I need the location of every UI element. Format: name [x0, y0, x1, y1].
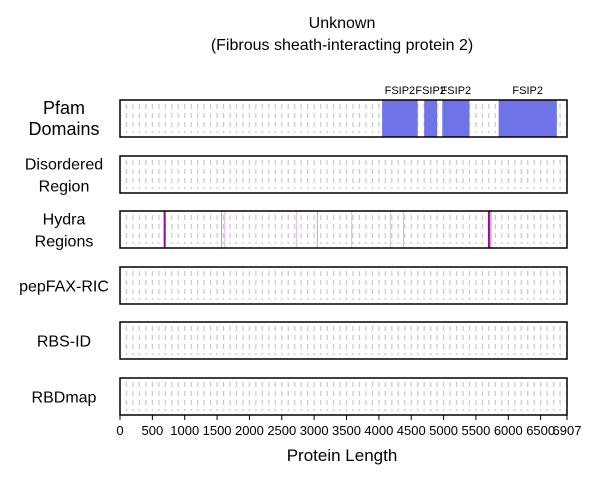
pfam-domain-block	[382, 100, 418, 137]
x-tick-label: 5500	[461, 423, 490, 438]
track-frame	[119, 377, 568, 416]
track-label: Hydra	[43, 212, 86, 229]
x-tick-label: 5000	[429, 423, 458, 438]
x-tick-label: 3000	[300, 423, 329, 438]
x-axis-label: Protein Length	[287, 446, 398, 465]
track-frame	[119, 321, 568, 360]
track-frame	[119, 266, 568, 305]
track-label: pepFAX-RIC	[19, 279, 109, 296]
x-tick-label: 500	[142, 423, 164, 438]
x-tick-label: 4500	[397, 423, 426, 438]
x-tick-label: 0	[116, 423, 123, 438]
track-rbsid: RBS-ID	[37, 321, 568, 360]
x-tick-label: 3500	[332, 423, 361, 438]
x-tick-label: 6907	[553, 423, 582, 438]
x-tick-label: 2500	[267, 423, 296, 438]
x-tick-label: 4000	[364, 423, 393, 438]
pfam-domain-block	[442, 100, 470, 137]
track-label: Disordered	[25, 157, 103, 174]
chart-title-line2: (Fibrous sheath-interacting protein 2)	[211, 37, 473, 54]
pfam-domain-block	[424, 100, 438, 137]
track-frame	[119, 155, 568, 194]
track-label: Regions	[35, 234, 94, 251]
track-hydra: Hydra Regions	[35, 210, 568, 251]
track-frame	[119, 99, 568, 138]
x-tick-label: 1500	[203, 423, 232, 438]
track-label: RBDmap	[32, 390, 97, 407]
x-tick-label: 1000	[170, 423, 199, 438]
pfam-domain-label: FSIP2	[512, 85, 543, 97]
chart-title-line1: Unknown	[309, 15, 376, 32]
pfam-domain-label: FSIP2	[441, 85, 472, 97]
track-label: RBS-ID	[37, 334, 91, 351]
track-label: Domains	[28, 119, 99, 139]
pfam-domain-label: FSIP2	[415, 85, 446, 97]
x-tick-label: 6500	[526, 423, 555, 438]
track-label: Pfam	[43, 98, 85, 118]
track-label: Region	[39, 179, 90, 196]
track-rbdmap: RBDmap	[32, 377, 568, 416]
pfam-domain-label: FSIP2	[385, 85, 416, 97]
track-pepfax: pepFAX-RIC	[19, 266, 568, 305]
track-disordered: Disordered Region	[25, 155, 568, 196]
x-tick-label: 6000	[494, 423, 523, 438]
pfam-domain-block	[498, 100, 557, 137]
track-frame	[119, 210, 568, 249]
x-tick-label: 2000	[235, 423, 264, 438]
x-axis: 0 500 1000 1500 2000 2500 3000 3500 4000 4500 5000…	[116, 415, 581, 438]
